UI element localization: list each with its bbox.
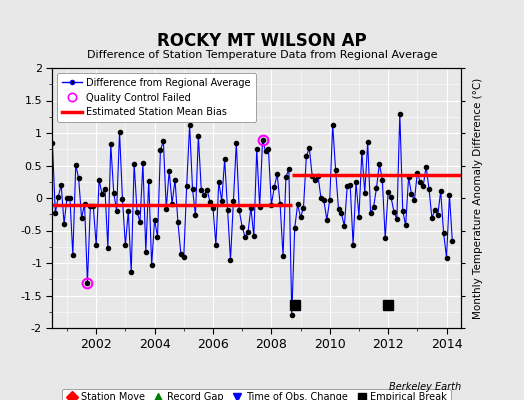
Y-axis label: Monthly Temperature Anomaly Difference (°C): Monthly Temperature Anomaly Difference (… bbox=[473, 77, 483, 319]
Text: Difference of Station Temperature Data from Regional Average: Difference of Station Temperature Data f… bbox=[87, 50, 437, 60]
Text: ROCKY MT WILSON AP: ROCKY MT WILSON AP bbox=[157, 32, 367, 50]
Legend: Station Move, Record Gap, Time of Obs. Change, Empirical Break: Station Move, Record Gap, Time of Obs. C… bbox=[62, 388, 451, 400]
Text: Berkeley Earth: Berkeley Earth bbox=[389, 382, 461, 392]
